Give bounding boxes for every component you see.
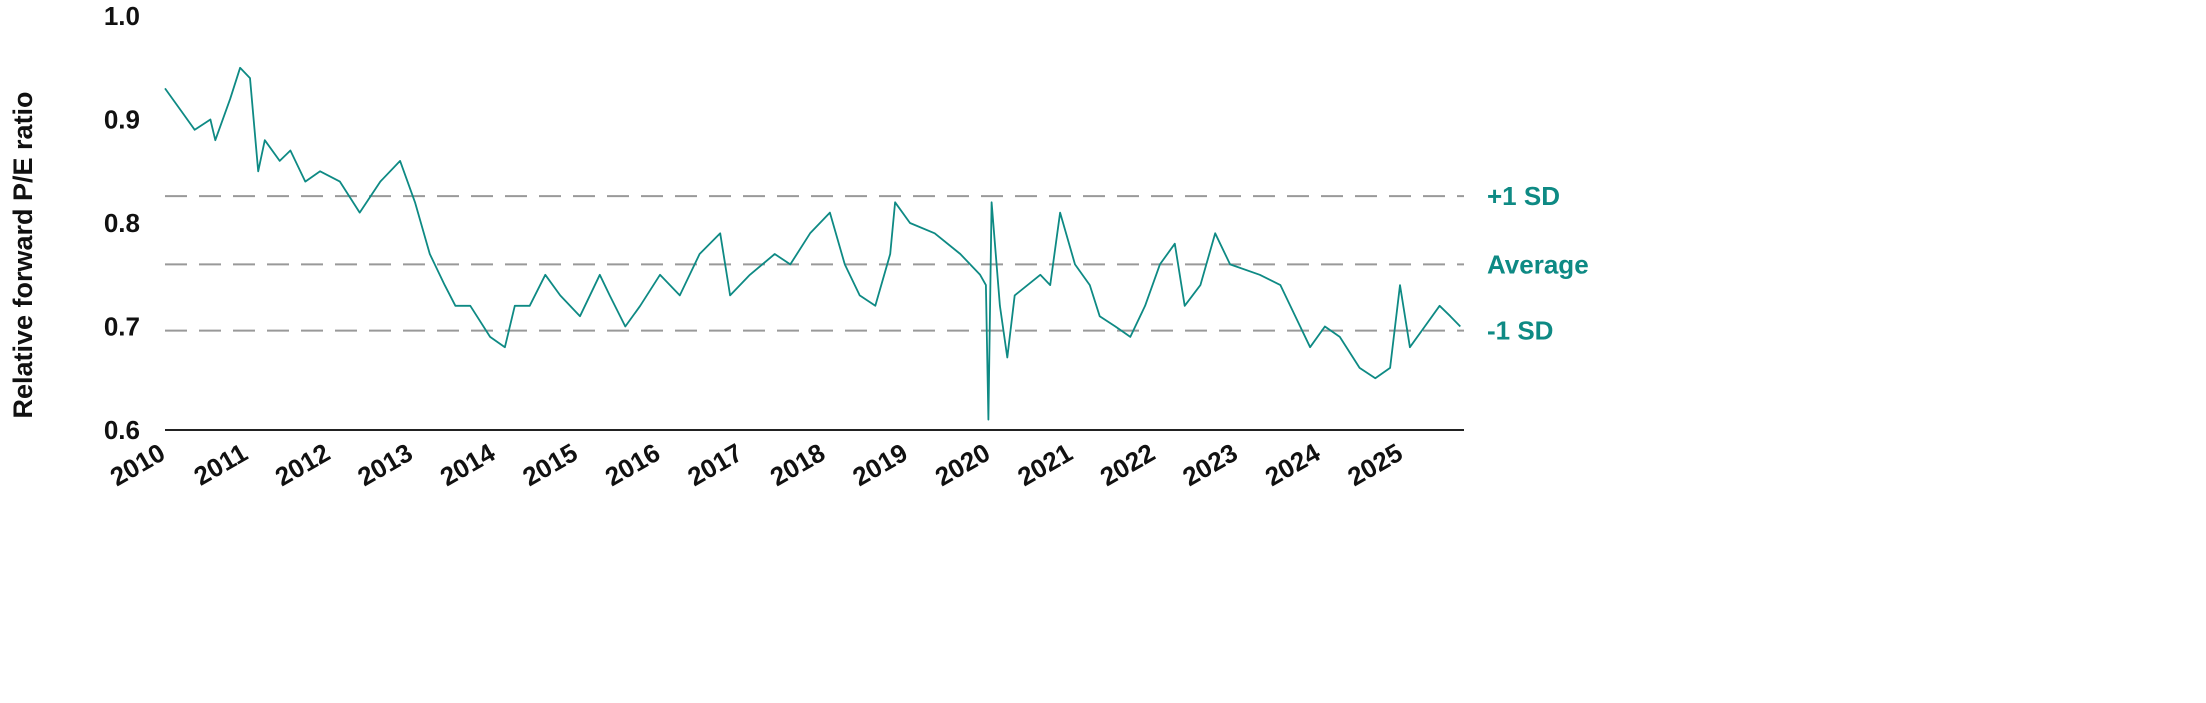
y-axis-label: Relative forward P/E ratio xyxy=(8,91,38,418)
x-tick-label: 2016 xyxy=(600,437,665,492)
y-tick-label: 0.7 xyxy=(104,312,140,342)
x-tick-label: 2019 xyxy=(847,437,912,492)
x-tick-label: 2017 xyxy=(682,437,747,492)
x-tick-label: 2021 xyxy=(1012,437,1077,492)
x-tick-label: 2012 xyxy=(270,437,335,492)
x-tick-label: 2024 xyxy=(1260,437,1326,492)
y-tick-label: 0.9 xyxy=(104,105,140,135)
series-line xyxy=(164,66,1461,421)
x-tick-label: 2023 xyxy=(1177,437,1242,492)
x-tick-label: 2014 xyxy=(435,437,501,492)
x-tick-label: 2010 xyxy=(105,437,170,492)
reference-line-label: -1 SD xyxy=(1487,316,1553,346)
x-tick-label: 2011 xyxy=(189,437,253,491)
x-tick-label: 2020 xyxy=(930,437,995,492)
x-tick-label: 2013 xyxy=(352,437,417,492)
reference-line-label: Average xyxy=(1487,249,1589,279)
y-tick-label: 1.0 xyxy=(104,1,140,31)
x-tick-label: 2022 xyxy=(1095,437,1160,492)
y-tick-label: 0.6 xyxy=(104,415,140,445)
reference-line-label: +1 SD xyxy=(1487,181,1560,211)
x-tick-label: 2025 xyxy=(1342,437,1407,492)
x-tick-label: 2015 xyxy=(517,437,582,492)
x-tick-label: 2018 xyxy=(765,437,830,492)
y-tick-label: 0.8 xyxy=(104,208,140,238)
